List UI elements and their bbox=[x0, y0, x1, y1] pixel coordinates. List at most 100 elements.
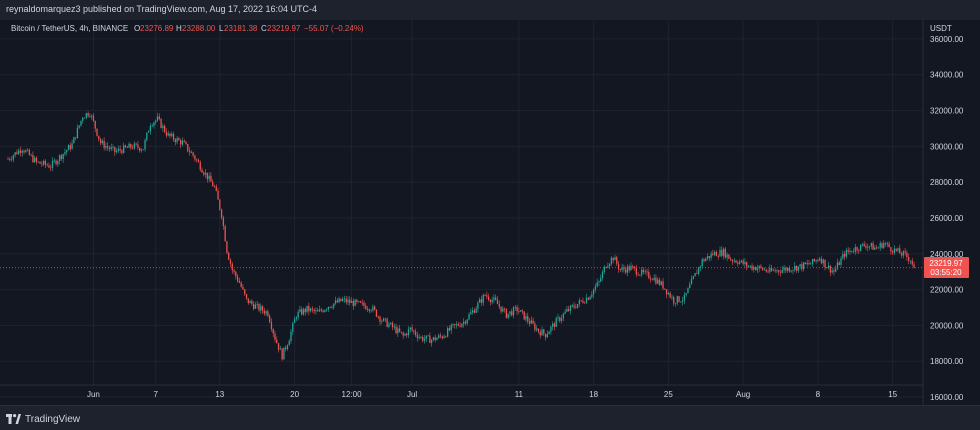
candle-body bbox=[245, 294, 248, 299]
candle-body bbox=[140, 149, 143, 151]
candle-body bbox=[632, 266, 634, 267]
candle-body bbox=[318, 309, 321, 312]
candle-body bbox=[468, 314, 470, 320]
candle-body bbox=[553, 323, 556, 327]
candle-body bbox=[568, 309, 570, 311]
candle-body bbox=[327, 306, 330, 310]
last-price-value: 23219.97 bbox=[929, 259, 963, 268]
time-tick-label: 12:00 bbox=[342, 390, 363, 399]
candle-body bbox=[423, 338, 426, 341]
candle-body bbox=[852, 251, 855, 253]
candle-body bbox=[760, 265, 762, 268]
candle-body bbox=[281, 348, 283, 360]
candle-body bbox=[575, 307, 577, 309]
candle-body bbox=[646, 271, 648, 273]
candle-body bbox=[365, 305, 367, 310]
candle-body bbox=[801, 264, 803, 270]
candle-body bbox=[110, 147, 112, 149]
candle-body bbox=[229, 259, 232, 264]
tradingview-logo[interactable]: TradingView bbox=[6, 412, 80, 426]
candle-body bbox=[324, 310, 326, 312]
candle-body bbox=[35, 157, 38, 162]
candle-body bbox=[523, 311, 525, 320]
candle-body bbox=[349, 299, 351, 303]
candle-body bbox=[240, 282, 242, 287]
candle-body bbox=[222, 217, 225, 227]
candle-body bbox=[888, 243, 890, 248]
candle-body bbox=[731, 260, 734, 262]
time-tick-label: 25 bbox=[664, 390, 673, 399]
price-tick-label: 32000.00 bbox=[930, 107, 964, 116]
candle-body bbox=[817, 260, 819, 261]
candle-body bbox=[455, 324, 458, 325]
price-chart[interactable]: USDT 36000.00 34000.00 32000.00 30000.00 280… bbox=[0, 20, 980, 405]
candle-body bbox=[439, 335, 442, 337]
candle-body bbox=[621, 267, 623, 270]
candle-body bbox=[717, 256, 719, 257]
candle-body bbox=[94, 120, 96, 129]
candle-body bbox=[359, 301, 362, 303]
candle-body bbox=[657, 279, 659, 284]
candle-body bbox=[639, 274, 641, 276]
candle-body bbox=[381, 321, 383, 322]
candle-body bbox=[220, 209, 223, 218]
candle-body bbox=[103, 140, 105, 148]
candle-body bbox=[867, 246, 869, 248]
candle-body bbox=[386, 318, 388, 327]
candle-body bbox=[892, 251, 894, 253]
price-axis[interactable]: 36000.00 34000.00 32000.00 30000.00 28000.00… bbox=[930, 35, 964, 402]
candle-body bbox=[183, 140, 185, 143]
candle-body bbox=[290, 331, 292, 341]
candle-body bbox=[797, 266, 799, 271]
candle-body bbox=[83, 117, 86, 119]
candle-body bbox=[201, 169, 203, 173]
candle-body bbox=[724, 248, 726, 258]
candle-body bbox=[559, 317, 561, 321]
candle-body bbox=[299, 309, 301, 312]
candle-body bbox=[261, 306, 264, 311]
candle-body bbox=[870, 243, 872, 247]
candle-body bbox=[726, 254, 728, 258]
candle-body bbox=[555, 318, 557, 327]
candle-body bbox=[491, 299, 493, 303]
time-axis[interactable]: Jun 7 13 20 12:00 Jul 11 18 25 Aug 8 15 bbox=[87, 390, 898, 399]
candle-body bbox=[9, 158, 11, 160]
candle-body bbox=[680, 301, 682, 303]
candle-body bbox=[580, 300, 582, 302]
candle-body bbox=[249, 301, 251, 304]
candle-body bbox=[584, 302, 586, 304]
candle-body bbox=[213, 186, 216, 188]
candle-body bbox=[206, 172, 209, 180]
candle-body bbox=[598, 281, 600, 283]
candle-body bbox=[683, 294, 686, 301]
candle-body bbox=[881, 243, 883, 248]
candle-body bbox=[187, 144, 189, 151]
candle-body bbox=[785, 267, 787, 271]
candle-body bbox=[73, 137, 75, 144]
candle-body bbox=[740, 260, 743, 262]
candle-body bbox=[340, 298, 342, 302]
candles[interactable] bbox=[7, 111, 915, 361]
candle-body bbox=[155, 120, 157, 123]
price-axis-unit: USDT bbox=[930, 24, 952, 33]
candle-body bbox=[21, 150, 23, 153]
candle-body bbox=[172, 133, 175, 140]
time-tick-label: Aug bbox=[736, 390, 750, 399]
candle-body bbox=[418, 337, 420, 338]
candle-body bbox=[512, 307, 515, 316]
candle-body bbox=[697, 267, 700, 274]
candle-body bbox=[382, 318, 385, 322]
candle-body bbox=[518, 311, 520, 312]
candle-body bbox=[76, 127, 79, 139]
time-tick-label: 8 bbox=[816, 390, 821, 399]
candle-body bbox=[160, 118, 162, 128]
candle-body bbox=[899, 248, 901, 254]
candle-body bbox=[390, 322, 392, 325]
candle-body bbox=[156, 116, 159, 121]
candle-body bbox=[226, 241, 228, 253]
candle-body bbox=[42, 160, 45, 165]
candle-body bbox=[776, 270, 778, 272]
price-tick-label: 36000.00 bbox=[930, 35, 964, 44]
publisher-line: reynaldomarquez3 published on TradingVie… bbox=[6, 4, 318, 14]
candle-body bbox=[838, 262, 840, 266]
